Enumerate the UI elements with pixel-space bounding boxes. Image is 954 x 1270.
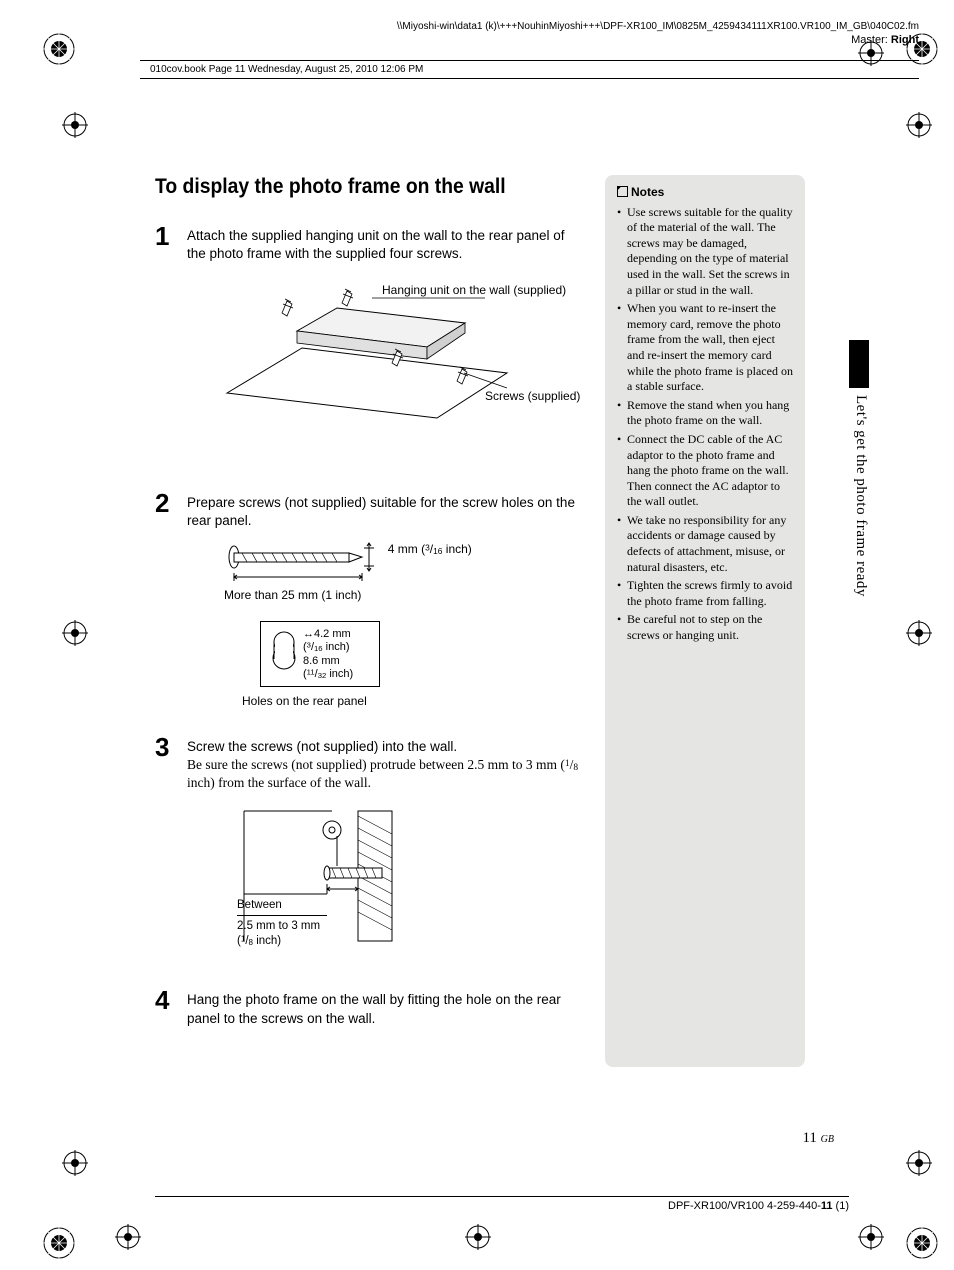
reg-mark-left-1	[62, 112, 88, 138]
step-2: 2 Prepare screws (not supplied) suitable…	[155, 494, 585, 720]
note-item: Be careful not to step on the screws or …	[617, 612, 793, 643]
step-number: 4	[155, 987, 187, 1027]
reg-mark-right-3	[906, 1150, 932, 1176]
step-number: 1	[155, 223, 187, 476]
book-info-line: 010cov.book Page 11 Wednesday, August 25…	[140, 60, 919, 79]
crop-mark-tl	[42, 32, 76, 66]
note-item: Use screws suitable for the quality of t…	[617, 205, 793, 299]
note-item: Tighten the screws firmly to avoid the p…	[617, 578, 793, 609]
note-item: Remove the stand when you hang the photo…	[617, 398, 793, 429]
book-info-text: 010cov.book Page 11 Wednesday, August 25…	[150, 64, 423, 75]
footer: DPF-XR100/VR100 4-259-440-11 (1)	[155, 1196, 849, 1212]
step-3: 3 Screw the screws (not supplied) into t…	[155, 738, 585, 1014]
figure-wall-protrusion: Between 2.5 mm to 3 mm (1/8 inch)	[232, 806, 585, 1003]
step-text: Prepare screws (not supplied) suitable f…	[187, 495, 575, 528]
fig2-caption: Holes on the rear panel	[242, 693, 585, 709]
step-text: Screw the screws (not supplied) into the…	[187, 739, 457, 754]
master-value: Right	[891, 34, 919, 46]
reg-mark-left-3	[62, 1150, 88, 1176]
step-number: 3	[155, 734, 187, 1014]
fig1-callout-2: Screws (supplied)	[485, 388, 625, 404]
notes-heading: Notes	[617, 185, 793, 201]
reg-mark-right-1	[906, 112, 932, 138]
reg-mark-bottom-1	[115, 1224, 141, 1250]
note-item: Connect the DC cable of the AC adaptor t…	[617, 432, 793, 510]
hole-spec-box: ↔4.2 mm (3/16 inch) 8.6 mm (11/32 inch)	[260, 621, 380, 688]
page-content: To display the photo frame on the wall 1…	[155, 175, 805, 1067]
step-number: 2	[155, 490, 187, 720]
notes-sidebar: Notes Use screws suitable for the qualit…	[605, 175, 805, 1067]
step-1: 1 Attach the supplied hanging unit on th…	[155, 227, 585, 476]
page-title: To display the photo frame on the wall	[155, 175, 551, 199]
step-text: Attach the supplied hanging unit on the …	[187, 228, 565, 261]
page-number: 11 GB	[802, 1130, 834, 1147]
section-name-vertical: Let's get the photo frame ready	[852, 395, 869, 597]
file-path: \\Miyoshi-win\data1 (k)\+++NouhinMiyoshi…	[397, 20, 919, 33]
main-column: To display the photo frame on the wall 1…	[155, 175, 585, 1046]
master-label: Master:	[851, 34, 888, 46]
header-path: \\Miyoshi-win\data1 (k)\+++NouhinMiyoshi…	[397, 20, 919, 47]
figure-hanging-unit: Hanging unit on the wall (supplied) Scre…	[207, 273, 585, 466]
reg-mark-right-2	[906, 620, 932, 646]
protrusion-label: Between 2.5 mm to 3 mm (1/8 inch)	[237, 898, 327, 950]
reg-mark-left-2	[62, 620, 88, 646]
step-4: 4 Hang the photo frame on the wall by fi…	[155, 991, 585, 1027]
figure-screw-spec: 4 mm (3/16 inch) More than 25 mm (1 inch…	[222, 540, 585, 709]
crop-mark-br	[905, 1226, 939, 1260]
fig1-callout-1: Hanging unit on the wall (supplied)	[382, 282, 582, 298]
screw-dia: 4 mm (3/16 inch)	[388, 542, 472, 556]
notes-list: Use screws suitable for the quality of t…	[617, 205, 793, 644]
step-text: Hang the photo frame on the wall by fitt…	[187, 992, 561, 1025]
note-item: When you want to re-insert the memory ca…	[617, 301, 793, 395]
section-tab	[849, 340, 869, 388]
note-item: We take no responsibility for any accide…	[617, 513, 793, 575]
reg-mark-bottom-3	[858, 1224, 884, 1250]
reg-mark-bottom-2	[465, 1224, 491, 1250]
step3-detail: Be sure the screws (not supplied) protru…	[187, 757, 578, 790]
crop-mark-bl	[42, 1226, 76, 1260]
